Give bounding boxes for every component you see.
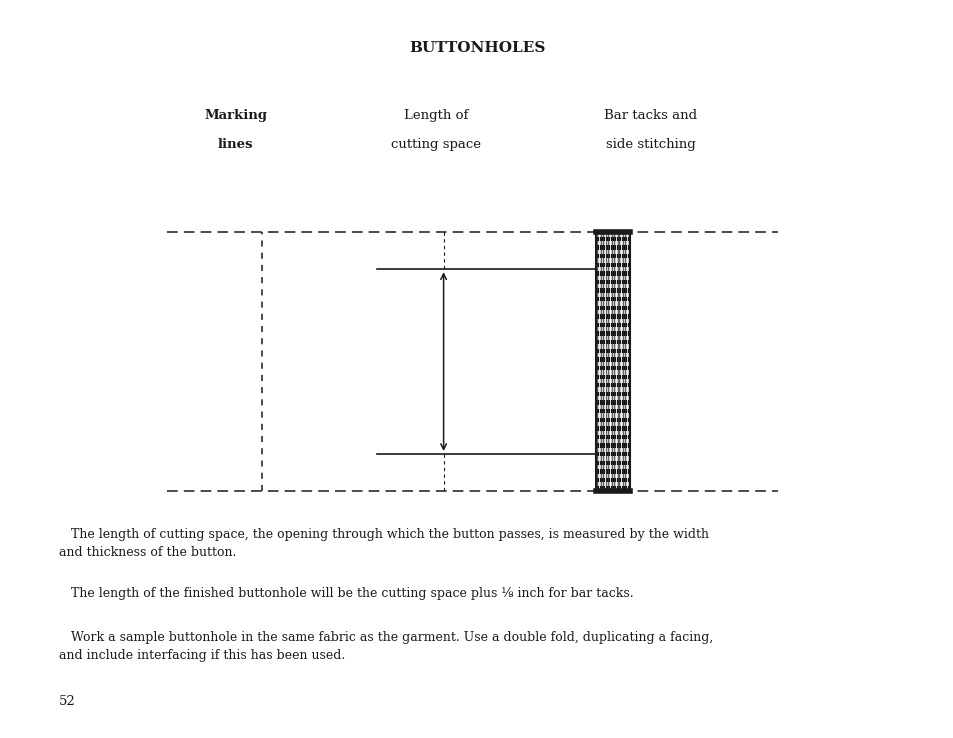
Bar <box>596 387 629 392</box>
Text: Marking: Marking <box>204 108 267 122</box>
Bar <box>596 258 629 263</box>
Bar <box>596 353 629 357</box>
Bar <box>596 241 629 245</box>
Text: side stitching: side stitching <box>605 138 695 151</box>
Bar <box>596 349 629 353</box>
Bar <box>596 413 629 418</box>
Bar <box>596 465 629 469</box>
Bar <box>596 383 629 387</box>
Bar <box>596 435 629 439</box>
Bar <box>596 370 629 374</box>
Bar <box>596 232 629 237</box>
Bar <box>596 249 629 254</box>
Bar <box>596 469 629 474</box>
Bar <box>596 331 629 336</box>
Text: Bar tacks and: Bar tacks and <box>603 108 697 122</box>
Bar <box>596 486 629 491</box>
Bar <box>596 444 629 448</box>
Bar <box>596 280 629 284</box>
Bar <box>596 340 629 345</box>
Text: The length of the finished buttonhole will be the cutting space plus ⅛ inch for : The length of the finished buttonhole wi… <box>59 587 633 600</box>
Bar <box>596 271 629 275</box>
Bar <box>596 345 629 349</box>
Bar <box>596 400 629 404</box>
Bar <box>596 297 629 301</box>
Bar <box>596 293 629 297</box>
Bar <box>596 323 629 327</box>
Bar <box>596 474 629 478</box>
Bar <box>596 452 629 456</box>
Text: The length of cutting space, the opening through which the button passes, is mea: The length of cutting space, the opening… <box>59 528 708 559</box>
Bar <box>596 366 629 370</box>
Bar <box>596 254 629 258</box>
Bar <box>596 482 629 486</box>
Bar <box>596 267 629 271</box>
Bar <box>596 461 629 465</box>
Bar <box>596 478 629 482</box>
Text: 52: 52 <box>59 695 76 708</box>
Bar <box>596 362 629 366</box>
Bar <box>596 374 629 379</box>
Bar <box>596 418 629 422</box>
Text: cutting space: cutting space <box>391 138 480 151</box>
Bar <box>596 301 629 306</box>
Bar <box>596 314 629 319</box>
Bar <box>596 439 629 444</box>
Text: Length of: Length of <box>403 108 468 122</box>
Bar <box>596 427 629 430</box>
Bar <box>596 245 629 249</box>
Bar <box>596 404 629 409</box>
Bar <box>596 357 629 362</box>
Bar <box>596 379 629 383</box>
Bar <box>596 430 629 435</box>
Bar <box>596 448 629 452</box>
Bar <box>596 289 629 293</box>
Bar <box>596 392 629 396</box>
Bar <box>596 275 629 280</box>
Bar <box>596 396 629 400</box>
Bar <box>596 306 629 310</box>
Bar <box>596 456 629 461</box>
Bar <box>596 263 629 267</box>
Bar <box>596 310 629 314</box>
Bar <box>596 409 629 413</box>
Bar <box>596 319 629 323</box>
Bar <box>596 327 629 331</box>
Text: lines: lines <box>217 138 253 151</box>
Bar <box>596 237 629 241</box>
Text: Work a sample buttonhole in the same fabric as the garment. Use a double fold, d: Work a sample buttonhole in the same fab… <box>59 631 713 662</box>
Text: BUTTONHOLES: BUTTONHOLES <box>409 41 544 55</box>
Bar <box>596 284 629 289</box>
Bar <box>596 422 629 427</box>
Bar <box>596 336 629 340</box>
